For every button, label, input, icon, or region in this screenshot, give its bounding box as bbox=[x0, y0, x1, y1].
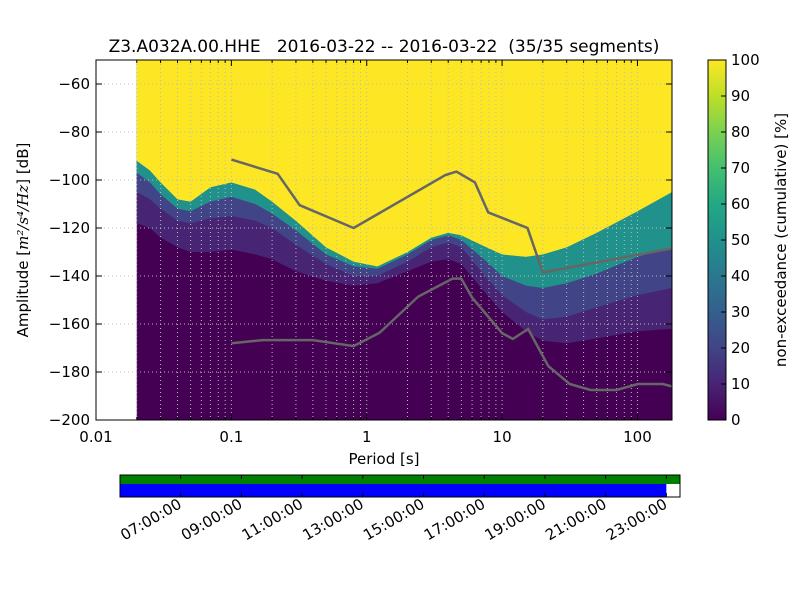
timeline-tick-label: 21:00:00 bbox=[542, 495, 609, 544]
y-axis: −60 −80 −100 −120 −140 −160 −180 −200 bbox=[49, 75, 672, 429]
y-tick-label: −100 bbox=[49, 171, 90, 189]
y-axis-label: Amplitude [m²/s⁴/Hz] [dB] bbox=[14, 143, 32, 338]
colorbar-tick-label: 90 bbox=[731, 87, 750, 105]
x-axis: 0.01 0.1 1 10 100 bbox=[79, 60, 652, 446]
timeline-frame bbox=[119, 474, 681, 498]
colorbar-tick-label: 20 bbox=[731, 339, 750, 357]
x-tick-label: 10 bbox=[493, 428, 512, 446]
colorbar-tick-label: 100 bbox=[731, 51, 760, 69]
timeline-tick-label: 11:00:00 bbox=[239, 495, 306, 544]
colorbar-tick-label: 60 bbox=[731, 195, 750, 213]
timeline-tick-label: 19:00:00 bbox=[482, 495, 549, 544]
x-tick-label: 1 bbox=[362, 428, 372, 446]
noise-models bbox=[231, 158, 672, 392]
y-axis-label-suffix: ] [dB] bbox=[14, 143, 32, 185]
colorbar-tick-label: 50 bbox=[731, 231, 750, 249]
coverage-timeline: 07:00:0009:00:0011:00:0013:00:0015:00:00… bbox=[117, 474, 681, 544]
y-tick-label: −60 bbox=[58, 75, 90, 93]
colorbar-tick-label: 10 bbox=[731, 375, 750, 393]
y-tick-label: −180 bbox=[49, 363, 90, 381]
nhnm-line bbox=[231, 158, 672, 274]
y-tick-label: −120 bbox=[49, 219, 90, 237]
timeline-coverage-bar bbox=[120, 475, 680, 484]
colorbar-tick-label: 0 bbox=[731, 411, 741, 429]
x-tick-label: 100 bbox=[623, 428, 652, 446]
timeline-tick-label: 17:00:00 bbox=[421, 495, 488, 544]
y-tick-label: −80 bbox=[58, 123, 90, 141]
plot-frame bbox=[95, 59, 673, 421]
y-axis-label-math: m²/s⁴/Hz bbox=[14, 185, 32, 250]
heat-band-100 bbox=[136, 60, 672, 267]
chart-title: Z3.A032A.00.HHE 2016-03-22 -- 2016-03-22… bbox=[109, 37, 660, 57]
colorbar-axis: 0 10 20 30 40 50 60 70 80 90 100 bbox=[721, 51, 760, 429]
x-axis-label: Period [s] bbox=[348, 450, 419, 468]
timeline-tick-label: 15:00:00 bbox=[360, 495, 427, 544]
colorbar-tick-label: 70 bbox=[731, 159, 750, 177]
grid-lines bbox=[96, 60, 672, 420]
colorbar-label: non-exceedance (cumulative) [%] bbox=[772, 113, 790, 367]
colorbar-tick-label: 30 bbox=[731, 303, 750, 321]
x-tick-label: 0.1 bbox=[219, 428, 243, 446]
colorbar-tick-label: 40 bbox=[731, 267, 750, 285]
timeline-tick-label: 07:00:00 bbox=[117, 495, 184, 544]
y-tick-label: −160 bbox=[49, 315, 90, 333]
nlnm-line bbox=[231, 277, 672, 392]
psd-heatmap bbox=[136, 60, 672, 420]
x-tick-label: 0.01 bbox=[79, 428, 112, 446]
timeline-tick-label: 13:00:00 bbox=[299, 495, 366, 544]
colorbar-tick-label: 80 bbox=[731, 123, 750, 141]
timeline-data-bar bbox=[120, 484, 667, 497]
y-axis-label-prefix: Amplitude [ bbox=[14, 250, 32, 338]
y-tick-label: −200 bbox=[49, 411, 90, 429]
timeline-tick-label: 09:00:00 bbox=[178, 495, 245, 544]
timeline-tick-label: 23:00:00 bbox=[603, 495, 670, 544]
y-tick-label: −140 bbox=[49, 267, 90, 285]
